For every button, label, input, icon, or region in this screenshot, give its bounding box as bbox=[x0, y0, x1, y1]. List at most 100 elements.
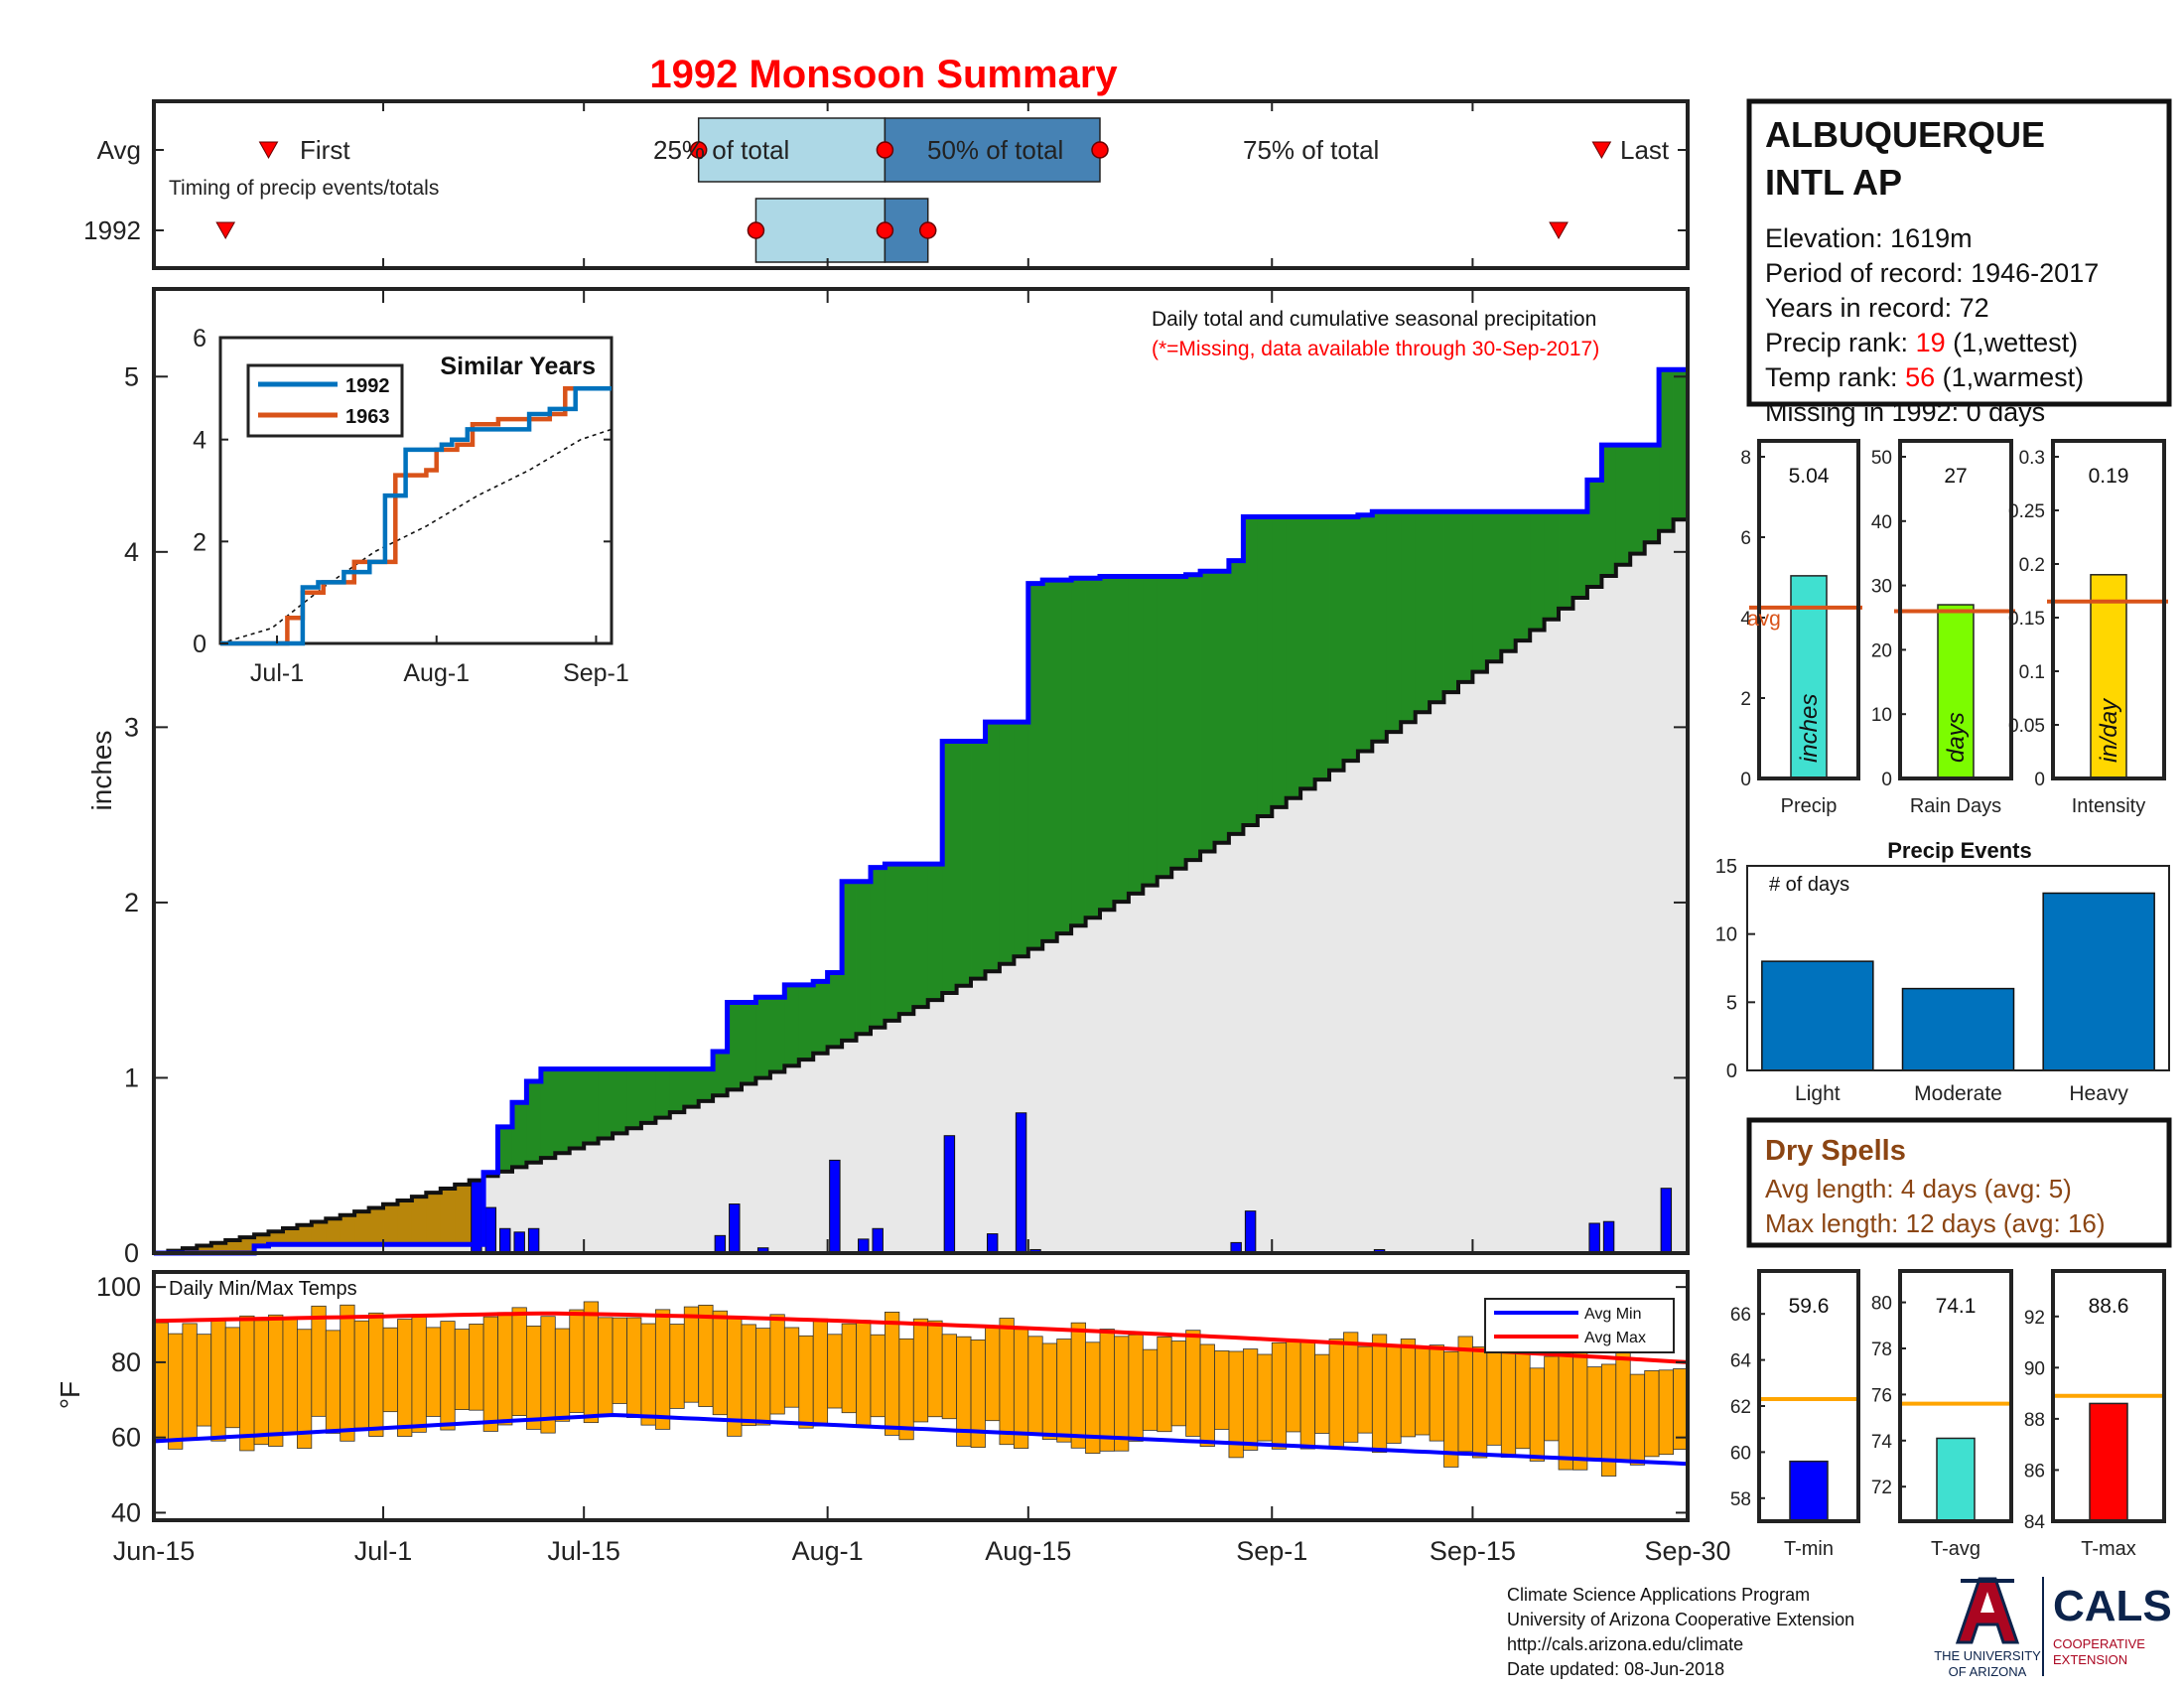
station-period: Period of record: 1946-2017 bbox=[1765, 258, 2099, 288]
rain-days-value: 27 bbox=[1944, 465, 1967, 488]
above-avg-fill-day-75 bbox=[1228, 560, 1244, 834]
daily-precip-bar-13 bbox=[1015, 1112, 1027, 1254]
timing-avg-marker-50 bbox=[876, 141, 894, 159]
station-frame bbox=[1746, 98, 2172, 407]
daily-temp-bar-89 bbox=[1429, 1344, 1444, 1442]
above-avg-fill-day-28 bbox=[555, 1068, 571, 1154]
timing-marks bbox=[153, 101, 1689, 268]
daily-temp-bar-94 bbox=[1500, 1352, 1517, 1458]
above-avg-fill-day-47 bbox=[827, 972, 843, 1048]
main-annotation-2: (*=Missing, data available through 30-Se… bbox=[1152, 338, 1599, 360]
above-avg-fill-day-73 bbox=[1200, 571, 1215, 852]
inset-xtick-label-0: Jul-1 bbox=[250, 659, 304, 687]
page-title: 1992 Monsoon Summary bbox=[649, 53, 1118, 96]
above-avg-fill-day-84 bbox=[1357, 514, 1373, 752]
t-avg-ytick-label-1: 74 bbox=[1871, 1432, 1893, 1453]
daily-precip-bar-9 bbox=[858, 1238, 870, 1254]
below-avg-fill-day-6 bbox=[239, 1237, 255, 1253]
intensity-ytick-label-3: 0.15 bbox=[2008, 609, 2045, 630]
inset-ytick-label-2: 4 bbox=[193, 427, 206, 455]
daily-temp-bar-7 bbox=[253, 1320, 269, 1446]
date-axis-label-4: Aug-15 bbox=[985, 1536, 1071, 1566]
daily-precip-bar-20 bbox=[1660, 1188, 1673, 1254]
daily-temp-bar-90 bbox=[1443, 1350, 1459, 1468]
above-avg-fill-day-42 bbox=[755, 997, 771, 1078]
timing-1992-box-25-50 bbox=[754, 198, 887, 263]
daily-temp-bar-86 bbox=[1386, 1346, 1402, 1444]
station-missing: Missing in 1992: 0 days bbox=[1765, 397, 2045, 427]
above-avg-fill-day-61 bbox=[1027, 583, 1043, 949]
above-avg-fill-day-88 bbox=[1415, 511, 1431, 713]
timing-panel: Avg 1992 Timing of precip events/totals … bbox=[83, 99, 1690, 270]
daily-precip-bar-5 bbox=[714, 1234, 727, 1254]
daily-temp-bar-32 bbox=[612, 1317, 627, 1404]
intensity-ytick-label-2: 0.1 bbox=[2019, 662, 2045, 683]
cals-text: CALS bbox=[2053, 1582, 2172, 1630]
above-avg-fill-day-66 bbox=[1099, 576, 1115, 911]
date-axis-label-2: Jul-15 bbox=[547, 1536, 620, 1566]
main-chart-marks bbox=[154, 366, 1690, 1256]
above-avg-fill-day-40 bbox=[727, 1002, 743, 1090]
t-max-ytick-label-2: 88 bbox=[2024, 1410, 2045, 1431]
inset-marks: 0 2 4 6 Jul-1 Aug-1 Sep-1 bbox=[193, 325, 629, 687]
events-category-heavy: Heavy bbox=[2069, 1082, 2128, 1105]
daily-temp-bar-51 bbox=[885, 1311, 900, 1436]
temps-ytick-label-1: 60 bbox=[111, 1423, 141, 1453]
events-frame bbox=[1746, 865, 2170, 1071]
daily-temp-bar-38 bbox=[698, 1304, 714, 1407]
precip-events-chart: Precip Events Light Moderate Heavy 0 5 10 15 #… bbox=[1715, 838, 2170, 1105]
precip-ytick-label-4: 8 bbox=[1740, 448, 1751, 469]
daily-temp-bar-3 bbox=[196, 1334, 212, 1427]
daily-temp-bar-82 bbox=[1328, 1339, 1344, 1449]
intensity-ytick-label-6: 0.3 bbox=[2019, 448, 2045, 469]
daily-temp-bar-44 bbox=[783, 1327, 800, 1408]
above-avg-fill-day-103 bbox=[1630, 445, 1646, 554]
daily-precip-bar-18 bbox=[1588, 1222, 1600, 1254]
station-years: Years in record: 72 bbox=[1765, 293, 1989, 323]
intensity-unit: in/day bbox=[2096, 697, 2122, 763]
daily-temp-bar-42 bbox=[755, 1328, 771, 1426]
daily-temp-bar-81 bbox=[1314, 1353, 1330, 1434]
daily-temp-bar-96 bbox=[1529, 1367, 1546, 1462]
daily-temp-bar-78 bbox=[1271, 1341, 1288, 1450]
footer-line-3: http://cals.arizona.edu/climate bbox=[1507, 1634, 1743, 1654]
above-avg-fill-day-36 bbox=[669, 1068, 685, 1113]
t-avg-frame bbox=[1898, 1269, 2013, 1523]
timing-last-label: Last bbox=[1620, 135, 1670, 165]
daily-temp-bar-22 bbox=[469, 1324, 484, 1411]
t-min-bar bbox=[1789, 1460, 1829, 1522]
daily-temp-bar-84 bbox=[1357, 1345, 1373, 1434]
t-min-ytick-label-2: 62 bbox=[1730, 1397, 1751, 1418]
events-ytick-label-0: 0 bbox=[1726, 1060, 1737, 1082]
cals-sub-2: EXTENSION bbox=[2053, 1652, 2127, 1667]
above-avg-fill-day-101 bbox=[1601, 445, 1617, 576]
intensity-ytick-label-4: 0.2 bbox=[2019, 555, 2045, 576]
precip-avg-label: avg bbox=[1747, 608, 1781, 631]
daily-temp-bar-59 bbox=[999, 1318, 1015, 1446]
timing-avg-marker-75 bbox=[1091, 141, 1109, 159]
station-info-box: ALBUQUERQUE INTL AP Elevation: 1619m Per… bbox=[1746, 98, 2172, 427]
rain-days-ytick-label-4: 40 bbox=[1871, 512, 1892, 533]
temps-chart: 40 60 80 100 Daily Min/Max Temps °F Avg Min… bbox=[55, 1270, 1690, 1527]
timing-avg-box-50-75 bbox=[884, 117, 1101, 183]
main-ylabel: inches bbox=[86, 731, 117, 811]
daily-precip-bar-16 bbox=[1244, 1210, 1257, 1254]
above-avg-fill-day-102 bbox=[1615, 445, 1631, 565]
t-max-ytick-label-3: 90 bbox=[2024, 1358, 2045, 1379]
daily-temp-bar-34 bbox=[640, 1323, 656, 1426]
above-avg-fill-day-24 bbox=[497, 1126, 513, 1172]
above-avg-fill-day-83 bbox=[1343, 516, 1359, 762]
daily-precip-bar-4 bbox=[527, 1227, 540, 1254]
avg-max-line bbox=[153, 1311, 1689, 1364]
inset-xtick-label-1: Aug-1 bbox=[403, 659, 470, 687]
daily-temp-bar-25 bbox=[511, 1307, 527, 1416]
rain-days-ytick-label-3: 30 bbox=[1871, 577, 1892, 598]
daily-temp-bar-71 bbox=[1170, 1340, 1187, 1427]
daily-temp-bar-100 bbox=[1586, 1366, 1602, 1460]
above-avg-fill-day-59 bbox=[999, 722, 1015, 964]
below-avg-fill-day-14 bbox=[354, 1211, 369, 1245]
rain-days-ytick-label-1: 10 bbox=[1871, 705, 1892, 726]
daily-temp-bar-14 bbox=[353, 1320, 369, 1429]
t-max-label: T-max bbox=[2081, 1538, 2136, 1560]
